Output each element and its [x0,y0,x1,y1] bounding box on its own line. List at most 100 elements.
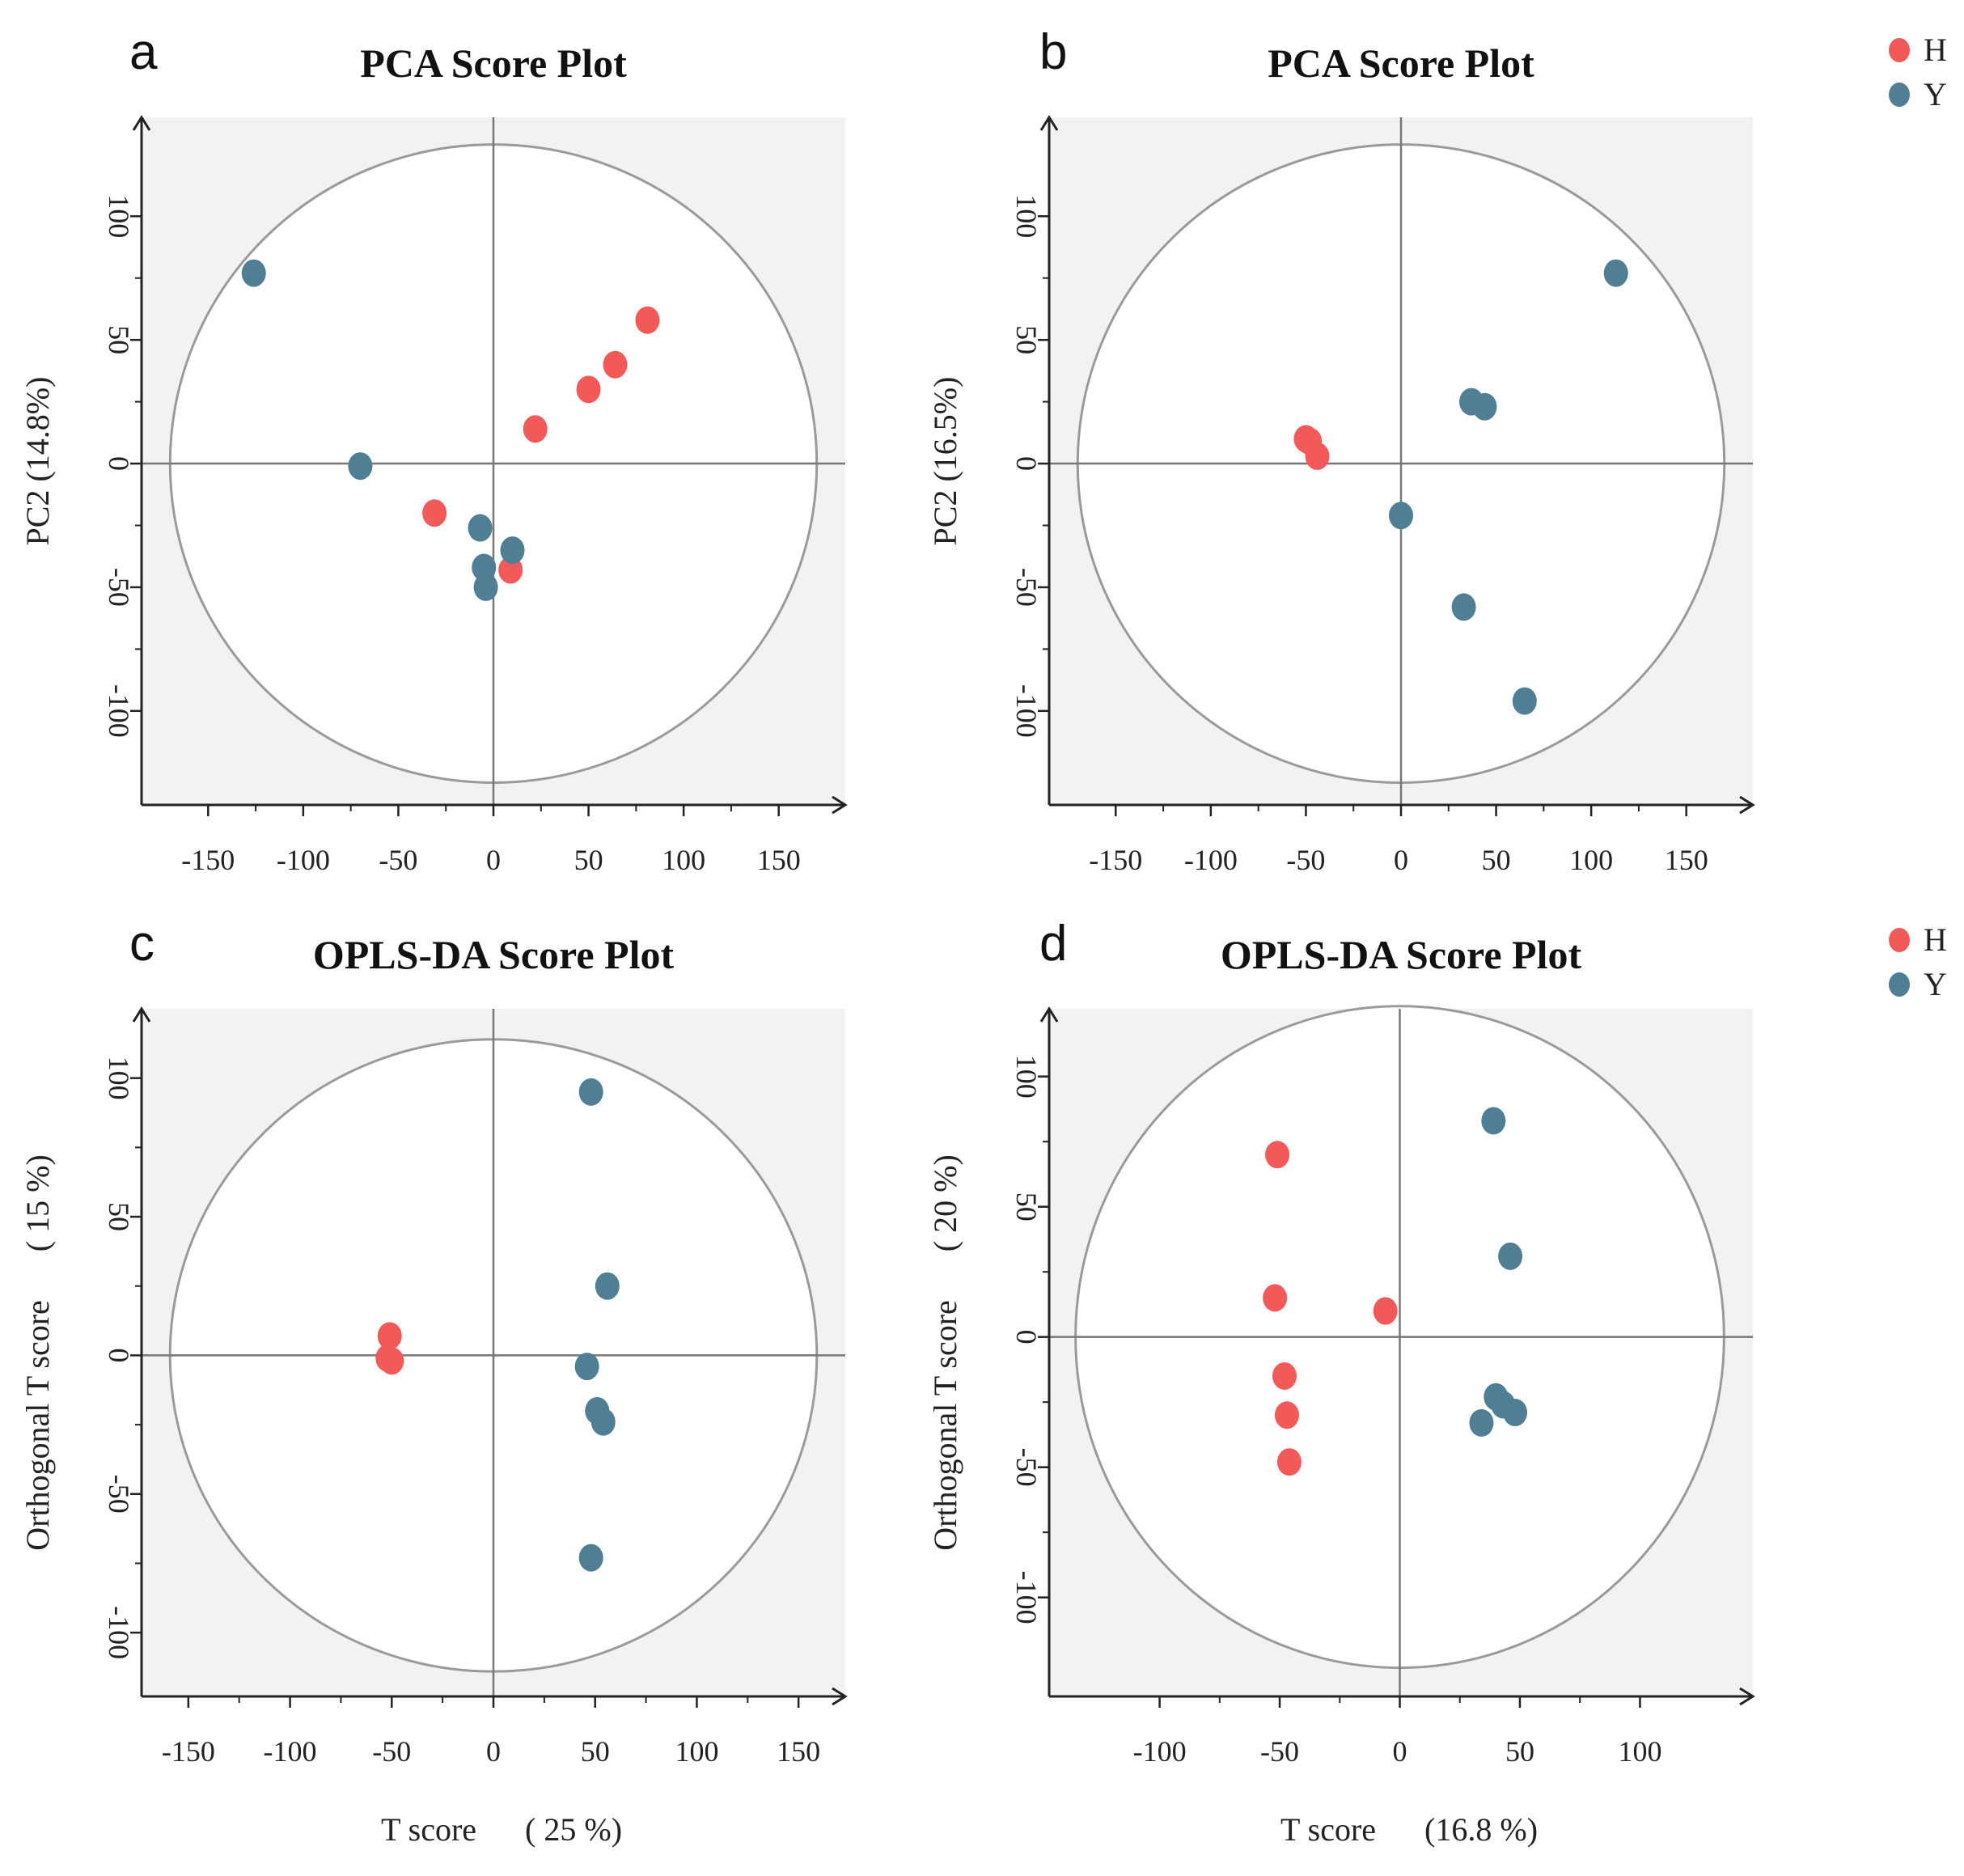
y-tick-label: -50 [103,1475,135,1514]
y-tick-label: 0 [1010,1330,1043,1345]
x-tick-label: -50 [372,1735,411,1768]
y-axis-label: Orthogonal T score ( 20 %) [927,1154,963,1551]
panel-c: -150 -100 -50 0 50 100 150 -100 -50 0 50 100 OPLS-DA… [19,916,848,1848]
data-point-h [422,499,447,527]
panel-letter: c [129,916,154,972]
data-point-y [348,452,373,481]
y-axis-arrow [132,115,151,131]
x-tick-label: -50 [1260,1735,1299,1768]
data-point-y [595,1272,620,1300]
y-tick-label: -100 [103,1606,135,1659]
x-tick-label: 150 [757,844,801,876]
y-tick-label: 100 [103,194,135,238]
panel-letter: a [129,24,158,80]
x-tick-label: 0 [486,1735,501,1768]
x-tick-label: 150 [1665,844,1708,876]
x-tick-label: 0 [1394,844,1408,876]
data-point-y [473,573,498,601]
data-point-y [1603,259,1628,287]
x-tick-label: -150 [162,1735,215,1768]
data-point-h [1276,1448,1302,1476]
data-point-y [241,259,266,287]
y-tick-label: -100 [1010,684,1043,738]
x-tick-label: 50 [581,1735,610,1768]
y-axis-arrow [132,1006,151,1023]
data-point-y [1451,593,1476,621]
x-tick-label: 0 [486,844,501,876]
x-tick-label: 50 [574,844,603,876]
data-point-h [523,415,548,443]
data-point-h [1263,1284,1288,1312]
data-point-y [500,536,525,565]
x-axis-arrow [832,1687,848,1706]
y-tick-label: 50 [1010,325,1043,354]
data-point-y [468,514,493,542]
data-point-h [1274,1401,1299,1429]
panel-a: -150 -100 -50 0 50 100 150 -100 -50 0 50 100 PCA Sco… [19,24,848,876]
x-tick-label: -100 [264,1735,317,1768]
x-tick-label: -100 [1184,844,1238,876]
y-axis-label: PC2 (16.5%) [927,377,963,546]
legend-label-y: Y [1924,76,1947,112]
legend-label-h: H [1924,32,1947,68]
data-point-h [379,1347,404,1375]
x-tick-label: -50 [379,844,417,876]
data-point-h [576,375,601,404]
legend-bottom: HY [1889,921,1947,1002]
panel-b: -150 -100 -50 0 50 100 150 -100 -50 0 50 100 PCA Sco… [927,24,1755,876]
y-tick-label: -50 [1010,1448,1043,1487]
data-point-y [574,1353,599,1381]
x-tick-label: 0 [1393,1735,1407,1768]
y-axis-label: PC2 (14.8%) [19,377,56,546]
x-tick-label: -150 [1089,844,1142,876]
y-tick-label: -50 [1010,568,1043,607]
x-axis-label: T score ( 25 %) [381,1811,622,1848]
data-point-y [1512,687,1537,715]
y-tick-label: 50 [103,1202,135,1231]
y-tick-label: -100 [103,684,135,738]
data-point-h [377,1322,402,1350]
x-tick-label: 100 [662,844,705,876]
x-tick-label: 100 [675,1735,718,1768]
x-axis-arrow [832,795,848,815]
legend-top: HY [1889,32,1947,112]
panel-letter: b [1039,24,1067,80]
x-tick-label: -100 [1133,1735,1187,1768]
data-point-h [603,350,628,379]
y-tick-label: 100 [1010,1055,1043,1099]
x-tick-label: 50 [1505,1735,1534,1768]
y-tick-label: -50 [103,568,135,607]
data-point-y [1503,1399,1528,1427]
legend-marker-h [1889,928,1910,952]
legend-marker-y [1889,972,1910,997]
y-axis-label: Orthogonal T score ( 15 %) [19,1154,56,1551]
panel-d: -100 -50 0 50 100 -100 -50 0 50 100 OPLS-DA Score … [927,916,1755,1848]
x-axis-arrow [1739,1687,1755,1706]
y-axis-arrow [1039,1006,1059,1023]
legend-marker-h [1889,38,1910,62]
y-tick-label: 0 [103,456,135,471]
x-tick-label: 100 [1618,1735,1661,1768]
x-axis-label: T score (16.8 %) [1280,1811,1538,1848]
data-point-h [635,306,660,334]
y-tick-label: -100 [1010,1571,1043,1624]
x-tick-label: -150 [181,844,235,876]
y-tick-label: 0 [1010,456,1043,471]
data-point-h [1373,1297,1398,1325]
y-tick-label: 100 [103,1057,135,1100]
data-point-y [1498,1242,1523,1270]
chart-title: OPLS-DA Score Plot [313,932,675,977]
data-point-y [1481,1107,1506,1135]
x-axis-arrow [1739,795,1755,815]
y-tick-label: 50 [103,325,135,354]
legend-label-h: H [1924,921,1947,958]
chart-title: OPLS-DA Score Plot [1221,932,1582,977]
data-point-y [590,1408,616,1436]
chart-title: PCA Score Plot [360,40,627,86]
legend-marker-y [1889,83,1910,107]
data-point-y [1469,1408,1494,1437]
x-tick-label: -50 [1286,844,1325,876]
data-point-h [1265,1141,1290,1169]
legend-label-y: Y [1924,966,1947,1002]
